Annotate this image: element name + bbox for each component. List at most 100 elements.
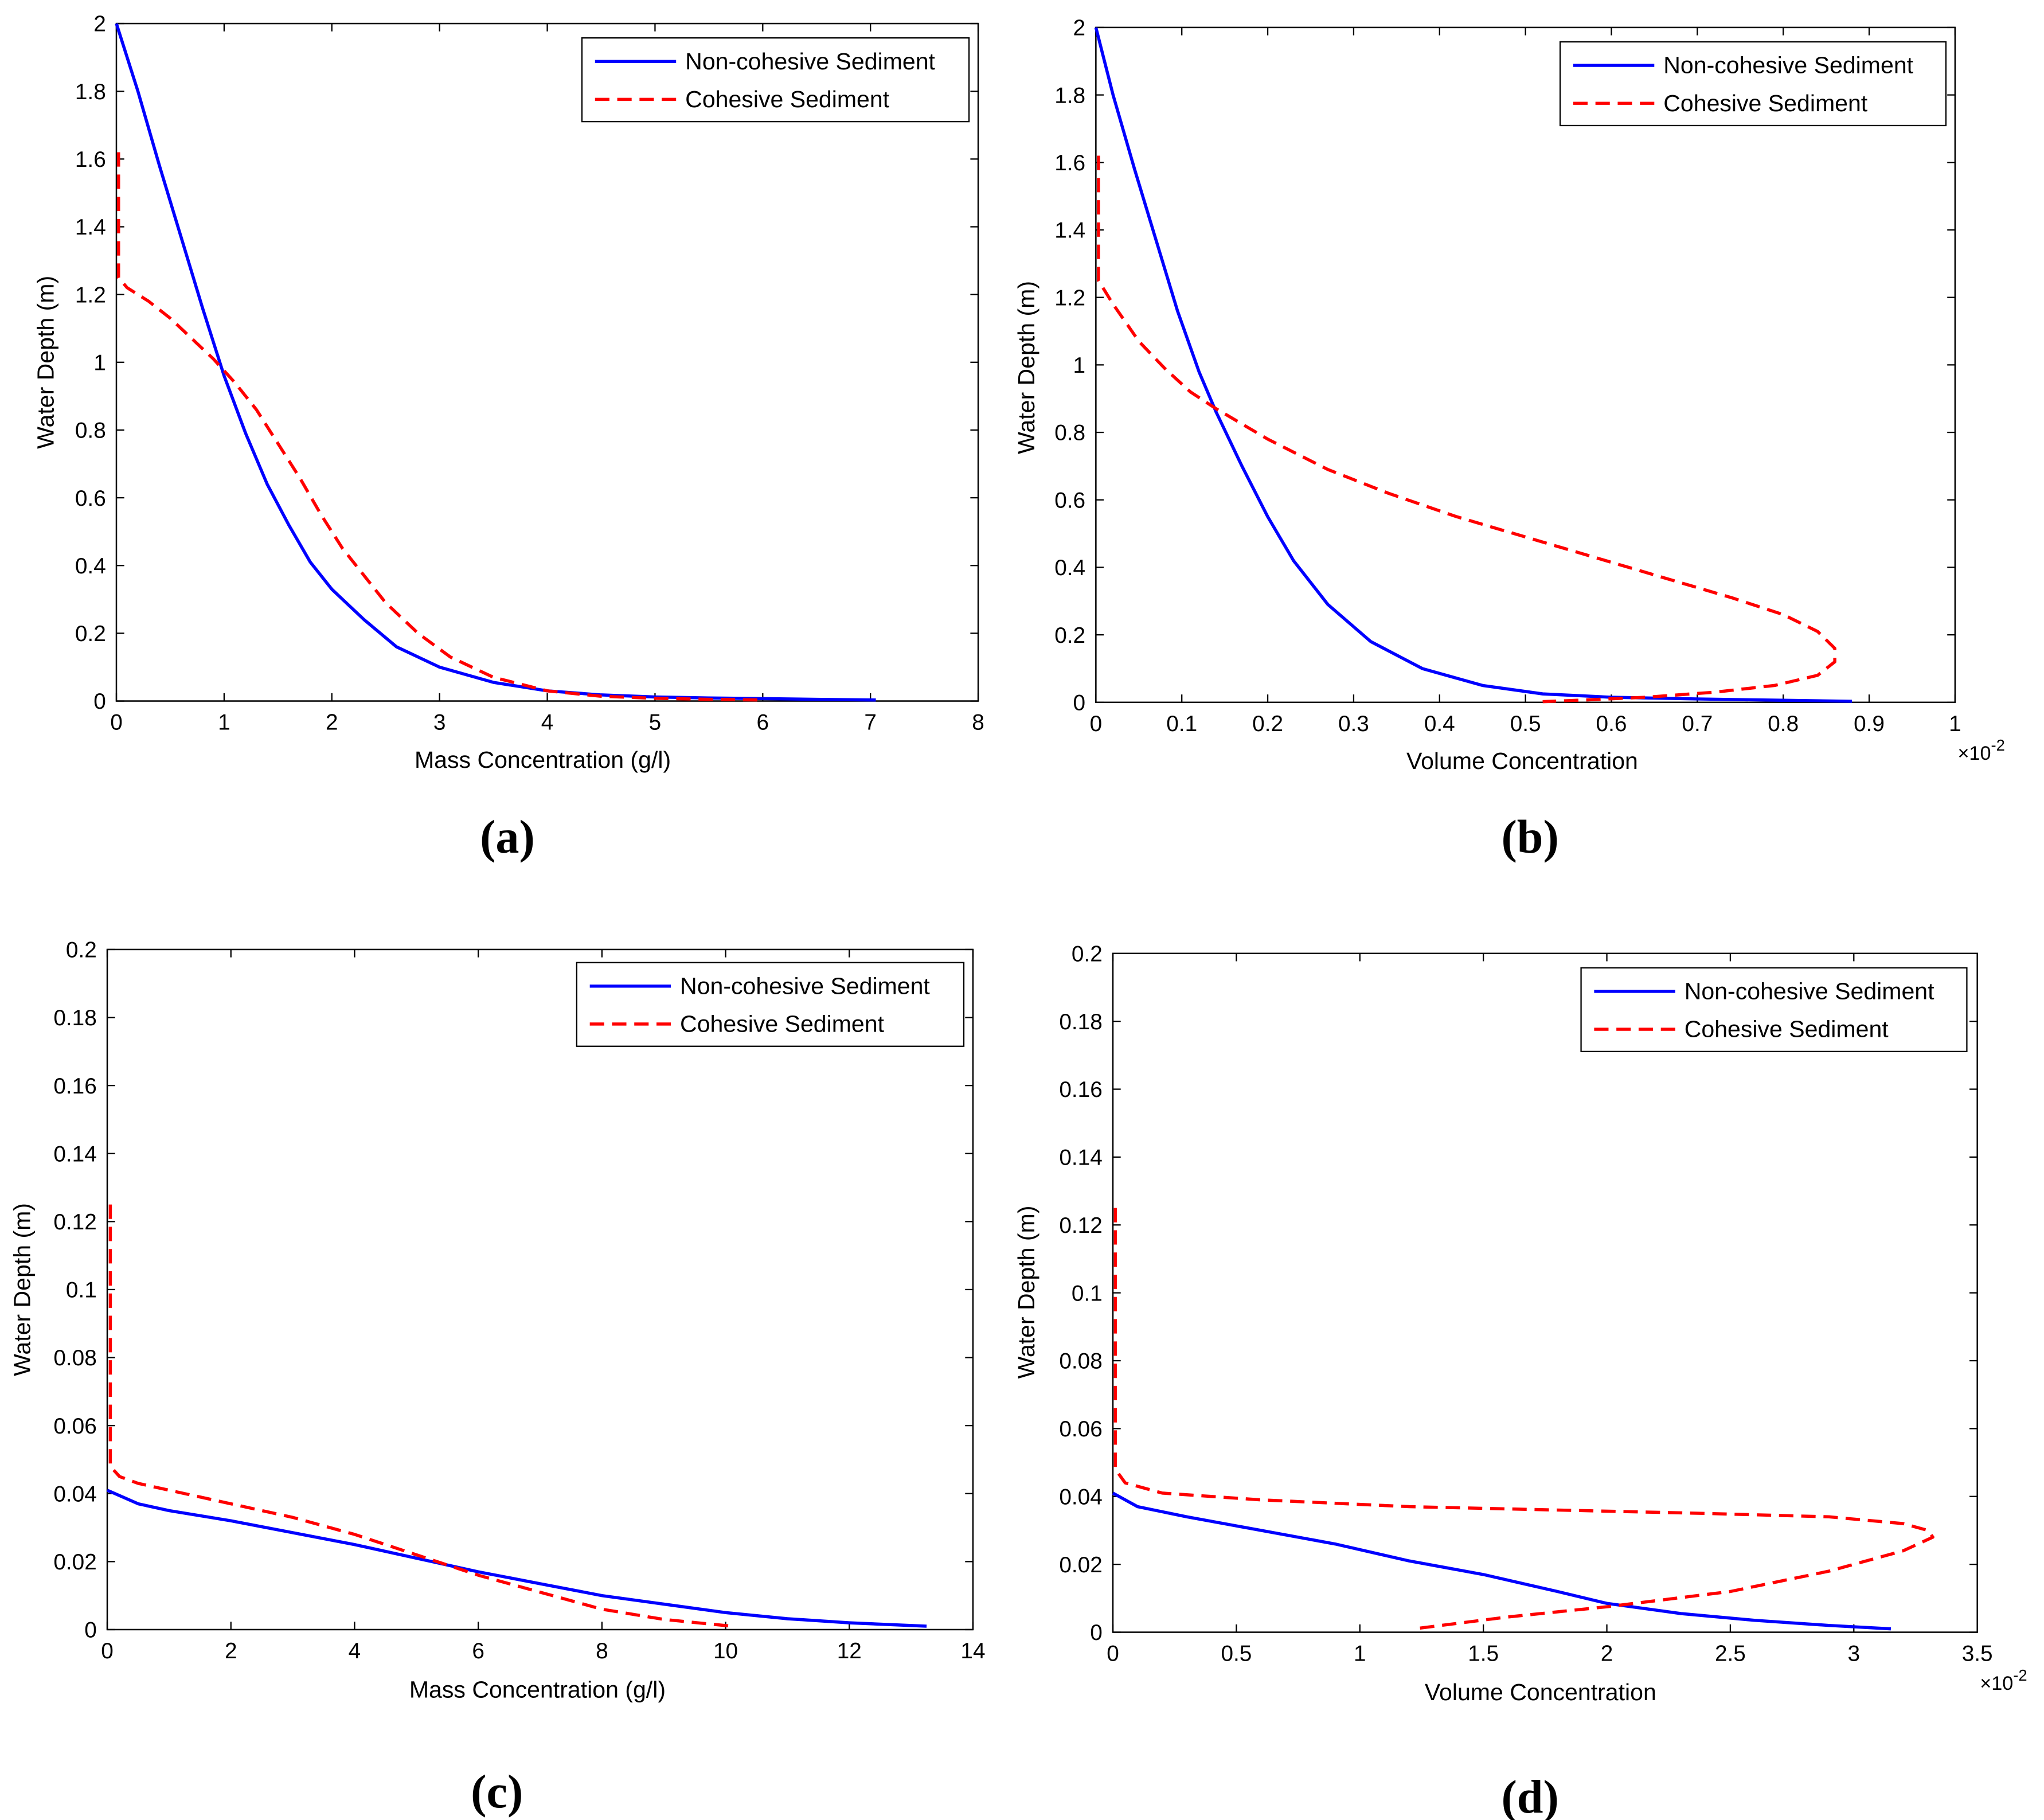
x-tick-label: 0 — [1090, 712, 1103, 736]
y-tick-label: 1 — [1073, 353, 1086, 378]
y-tick-label: 0.04 — [1059, 1485, 1102, 1509]
x-tick-label: 1.5 — [1468, 1642, 1499, 1666]
legend-label: Cohesive Sediment — [685, 86, 890, 112]
y-tick-label: 0.04 — [53, 1482, 96, 1506]
y-tick-label: 0.4 — [75, 554, 106, 579]
y-axis-label: Water Depth (m) — [1013, 1206, 1039, 1379]
series-line-cohesive — [1097, 155, 1836, 704]
legend-box — [1580, 967, 1968, 1052]
y-tick-label: 0.16 — [53, 1074, 96, 1099]
x-axis-label: Mass Concentration (g/l) — [409, 1677, 666, 1703]
x-exponent-label: ×10-2 — [1980, 1666, 2027, 1694]
y-tick-label: 0.1 — [66, 1278, 97, 1303]
x-tick-label: 0.4 — [1424, 712, 1455, 736]
x-axis-label: Volume Concentration — [1406, 748, 1638, 774]
legend-box — [1559, 41, 1947, 127]
y-tick-label: 0 — [1073, 691, 1086, 716]
y-tick-label: 0.06 — [1059, 1417, 1102, 1442]
legend-label: Non-cohesive Sediment — [1663, 52, 1913, 79]
x-tick-label: 0.5 — [1510, 712, 1541, 736]
x-tick-label: 3.5 — [1962, 1642, 1993, 1666]
x-tick-label: 5 — [649, 710, 662, 735]
y-tick-label: 0.2 — [75, 622, 106, 646]
x-tick-label: 12 — [837, 1639, 862, 1663]
panel-label: (c) — [471, 1766, 523, 1818]
y-axis-label: Water Depth (m) — [9, 1203, 35, 1376]
x-tick-label: 0 — [110, 710, 123, 735]
y-axis-label: Water Depth (m) — [1013, 281, 1039, 454]
x-tick-label: 0.3 — [1338, 712, 1369, 736]
y-tick-label: 0.02 — [1059, 1553, 1102, 1577]
x-tick-label: 14 — [960, 1639, 985, 1663]
x-tick-label: 0.8 — [1768, 712, 1799, 736]
x-tick-label: 2 — [326, 710, 338, 735]
chart-panel-2: 0 0.1 0.2 0.3 0.4 0.5 0.6 0.7 0.8 0.9 1 0 0.2 0.4 0.6 0… — [1013, 16, 2005, 864]
chart-panel-3: 0 2 4 6 8 10 12 14 0 0.02 0.04 0.06 0.08 0.1 0.12 0.14 0… — [9, 938, 985, 1818]
x-tick-label: 8 — [596, 1639, 608, 1663]
x-tick-label: 0.2 — [1252, 712, 1283, 736]
y-tick-label: 0 — [84, 1618, 97, 1643]
y-tick-label: 0.02 — [53, 1550, 96, 1575]
chart-panel-4: 0 0.5 1 1.5 2 2.5 3 3.5 0 0.02 0.04 0.06 0.08 0.1 0.12… — [1013, 942, 2027, 1820]
x-tick-label: 7 — [864, 710, 877, 735]
x-tick-label: 2 — [1601, 1642, 1613, 1666]
y-tick-label: 0.2 — [1072, 942, 1103, 966]
panel-label: (d) — [1501, 1771, 1558, 1820]
x-tick-label: 0.5 — [1221, 1642, 1252, 1666]
y-tick-label: 0.6 — [75, 486, 106, 511]
y-tick-label: 0.16 — [1059, 1077, 1102, 1102]
x-tick-label: 0.1 — [1166, 712, 1197, 736]
y-tick-label: 0.14 — [53, 1142, 96, 1166]
y-tick-label: 0.12 — [53, 1210, 96, 1235]
y-tick-label: 1.8 — [1054, 83, 1085, 108]
y-tick-label: 0.6 — [1054, 488, 1085, 513]
x-tick-label: 3 — [1848, 1642, 1861, 1666]
x-tick-label: 1 — [1354, 1642, 1366, 1666]
legend-box — [581, 37, 970, 123]
legend-label: Non-cohesive Sediment — [680, 973, 930, 999]
legend-label: Cohesive Sediment — [1663, 90, 1868, 116]
legend-label: Non-cohesive Sediment — [685, 48, 935, 75]
series-line-non-cohesive — [1112, 1491, 1891, 1631]
x-tick-label: 10 — [713, 1639, 738, 1663]
x-tick-label: 1 — [218, 710, 230, 735]
y-tick-label: 1.2 — [1054, 286, 1085, 310]
x-tick-label: 1 — [1949, 712, 1961, 736]
plot-area — [115, 22, 979, 702]
y-axis-label: Water Depth (m) — [33, 276, 59, 449]
y-tick-label: 0.14 — [1059, 1146, 1102, 1170]
y-tick-label: 0.08 — [53, 1346, 96, 1370]
x-tick-label: 2 — [225, 1639, 237, 1663]
x-tick-label: 0 — [101, 1639, 114, 1663]
y-tick-label: 0.18 — [53, 1006, 96, 1030]
x-tick-label: 3 — [433, 710, 446, 735]
y-tick-label: 0.18 — [1059, 1010, 1102, 1034]
x-tick-label: 6 — [757, 710, 769, 735]
y-tick-label: 0.1 — [1072, 1281, 1103, 1306]
series-line-cohesive — [1113, 1208, 1934, 1631]
y-tick-label: 1.4 — [1054, 218, 1085, 243]
y-tick-label: 1.6 — [1054, 151, 1085, 175]
y-tick-label: 1.8 — [75, 80, 106, 104]
x-tick-label: 8 — [972, 710, 984, 735]
y-tick-label: 1.6 — [75, 147, 106, 172]
x-tick-label: 0.9 — [1854, 712, 1885, 736]
legend: Non-cohesive Sediment Cohesive Sediment — [581, 37, 970, 123]
x-tick-label: 6 — [472, 1639, 484, 1663]
y-tick-label: 0.08 — [1059, 1349, 1102, 1374]
x-tick-label: 0 — [1107, 1642, 1119, 1666]
y-tick-label: 1 — [93, 350, 106, 375]
series-line-cohesive — [108, 1204, 732, 1628]
legend: Non-cohesive Sediment Cohesive Sediment — [1559, 41, 1947, 127]
y-tick-label: 0 — [1090, 1620, 1103, 1645]
y-tick-label: 1.4 — [75, 215, 106, 240]
x-tick-label: 2.5 — [1715, 1642, 1746, 1666]
y-tick-label: 2 — [93, 12, 106, 37]
plot-area — [1095, 26, 1956, 704]
x-axis-label: Volume Concentration — [1425, 1679, 1656, 1705]
x-axis-label: Mass Concentration (g/l) — [415, 747, 671, 773]
legend-label: Cohesive Sediment — [1685, 1016, 1889, 1042]
series-line-cohesive — [117, 152, 763, 702]
y-tick-label: 0.8 — [1054, 421, 1085, 446]
